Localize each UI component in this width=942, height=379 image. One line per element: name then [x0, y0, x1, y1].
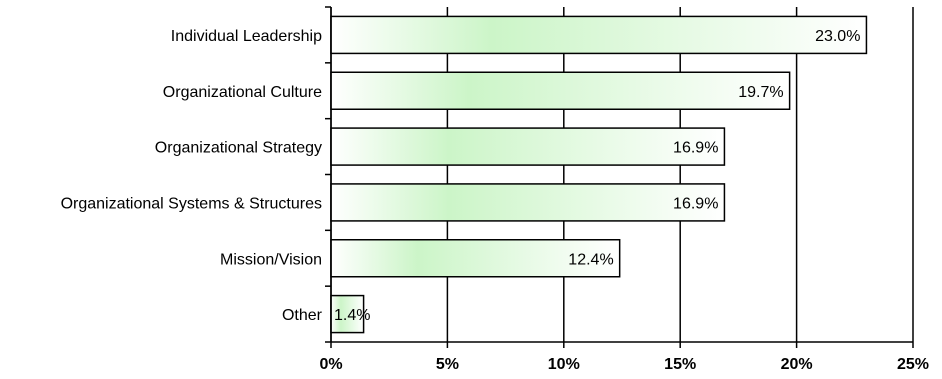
- x-tick-label: 15%: [664, 356, 696, 373]
- x-tick-label: 25%: [897, 356, 929, 373]
- bar: [330, 127, 726, 166]
- bar: [330, 183, 726, 222]
- axes: [325, 6, 914, 348]
- category-label: Organizational Strategy: [155, 140, 322, 157]
- x-tick-label: 0%: [319, 356, 342, 373]
- labels: 0% 5% 10% 15% 20% 25% Individual Leadership 23.…: [61, 28, 929, 373]
- data-label: 16.9%: [673, 195, 718, 212]
- bar: [330, 71, 791, 110]
- category-label: Organizational Culture: [163, 84, 322, 101]
- category-label: Other: [282, 307, 323, 324]
- data-label: 23.0%: [815, 28, 860, 45]
- data-label: 12.4%: [568, 251, 613, 268]
- category-label: Individual Leadership: [171, 28, 322, 45]
- category-label: Mission/Vision: [220, 251, 322, 268]
- data-label: 1.4%: [334, 307, 370, 324]
- category-label: Organizational Systems & Structures: [61, 195, 322, 212]
- data-label: 16.9%: [673, 140, 718, 157]
- data-label: 19.7%: [738, 84, 783, 101]
- gridlines: [330, 7, 914, 342]
- x-tick-label: 5%: [436, 356, 459, 373]
- bar: [330, 15, 868, 55]
- bar: [330, 239, 621, 278]
- bars: [330, 15, 868, 334]
- x-tick-label: 10%: [548, 356, 580, 373]
- x-tick-label: 20%: [781, 356, 813, 373]
